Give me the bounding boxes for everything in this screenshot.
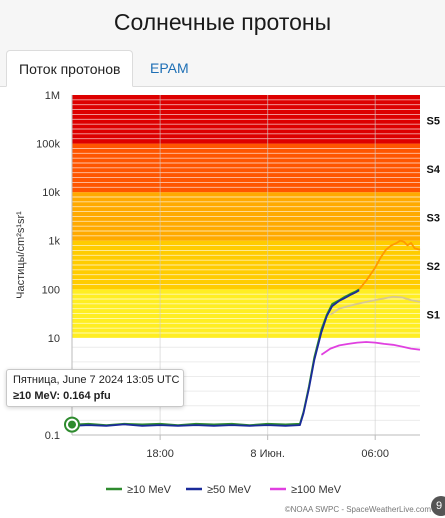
tooltip-series-label: ≥10 MeV: bbox=[13, 390, 61, 402]
chart-area: S1 S2 S3 S4 S5 1M 100k 10k 1k 100 10 0.1 18:00 8 Июн.… bbox=[0, 87, 445, 518]
title-bar: Солнечные протоны bbox=[0, 0, 445, 45]
credit-text: ©NOAA SWPC - SpaceWeatherLive.com bbox=[284, 505, 431, 514]
series-line-1 bbox=[71, 289, 360, 427]
y-tick-label: 1M bbox=[45, 90, 60, 102]
legend-label: ≥100 MeV bbox=[291, 484, 342, 496]
x-tick-label: 18:00 bbox=[146, 448, 174, 460]
y-tick-label: 100k bbox=[36, 139, 60, 151]
storm-level-label: S4 bbox=[427, 164, 441, 176]
storm-level-label: S3 bbox=[427, 212, 440, 224]
x-tick-label: 8 Июн. bbox=[250, 448, 284, 460]
hover-marker-dot bbox=[68, 420, 76, 429]
legend-label: ≥10 MeV bbox=[127, 484, 172, 496]
tab-epam[interactable]: EPAM bbox=[150, 60, 189, 76]
tooltip-value: 0.164 pfu bbox=[63, 390, 111, 402]
y-tick-label: 0.1 bbox=[45, 430, 60, 442]
legend-label: ≥50 MeV bbox=[207, 484, 252, 496]
tooltip-datetime: Пятница, June 7 2024 13:05 UTC bbox=[13, 374, 180, 386]
x-tick-label: 06:00 bbox=[361, 448, 389, 460]
storm-level-label: S5 bbox=[427, 115, 440, 127]
tab-proton-flux[interactable]: Поток протонов bbox=[6, 50, 134, 87]
y-tick-label: 10k bbox=[42, 187, 60, 199]
corner-badge[interactable]: 9 bbox=[431, 496, 445, 516]
storm-level-label: S1 bbox=[427, 310, 440, 322]
page-title: Солнечные протоны bbox=[113, 8, 332, 35]
series-line-3 bbox=[358, 239, 421, 290]
storm-level-label: S2 bbox=[427, 261, 440, 273]
tab-bar: Поток протонов EPAM bbox=[0, 44, 445, 87]
tooltip-value-line: ≥10 MeV: 0.164 pfu bbox=[13, 390, 177, 402]
proton-flux-chart[interactable]: S1 S2 S3 S4 S5 1M 100k 10k 1k 100 10 0.1 18:00 8 Июн.… bbox=[0, 87, 445, 518]
series-line-4 bbox=[329, 295, 421, 316]
y-tick-label: 1k bbox=[48, 236, 60, 248]
series-line-2 bbox=[320, 341, 421, 356]
y-tick-label: 10 bbox=[48, 333, 60, 345]
chart-tooltip: Пятница, June 7 2024 13:05 UTC ≥10 MeV: … bbox=[6, 369, 184, 407]
y-tick-label: 100 bbox=[42, 284, 60, 296]
y-axis-label: Частицы/cm²s¹sr¹ bbox=[15, 211, 27, 299]
